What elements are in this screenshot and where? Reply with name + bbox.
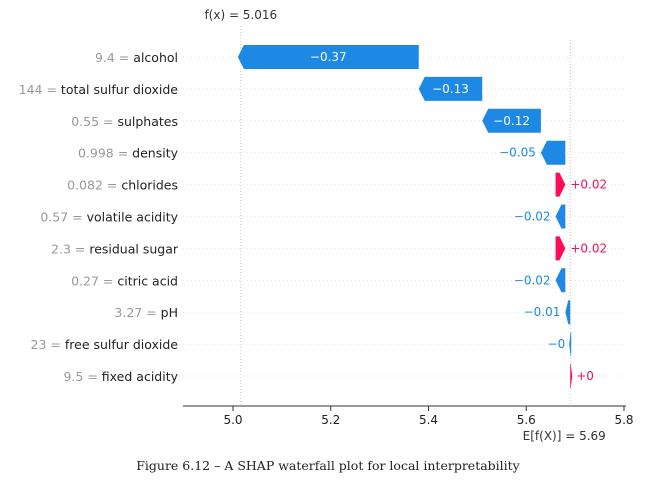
- feature-name: free sulfur dioxide: [65, 337, 178, 352]
- feature-value: 0.27 =: [71, 273, 117, 288]
- feature-label: 23 = free sulfur dioxide: [31, 337, 179, 352]
- bar-sulphates: [482, 108, 541, 133]
- expected-value-label: E[f(X)] = 5.69: [523, 429, 606, 443]
- feature-name: volatile acidity: [87, 210, 179, 225]
- feature-value: 3.27 =: [114, 305, 160, 320]
- x-tick-label: 5.0: [223, 413, 242, 427]
- feature-name: sulphates: [117, 114, 178, 129]
- feature-label: 0.082 = chlorides: [67, 178, 178, 193]
- feature-value: 144 =: [19, 82, 61, 97]
- bar-free-sulfur-dioxide: [569, 332, 572, 357]
- bar-density: [540, 140, 566, 165]
- contrib-label: −0.02: [514, 210, 551, 224]
- bar-total-sulfur-dioxide: [418, 76, 483, 101]
- feature-name: density: [132, 146, 178, 161]
- feature-label: 0.998 = density: [78, 146, 179, 161]
- contrib-label: −0.02: [514, 273, 551, 287]
- contrib-label: −0.37: [310, 50, 347, 64]
- bar-volatile-acidity: [555, 204, 566, 229]
- chart-svg: f(x) = 5.016 −0.37 9.4 = alcohol −0.13 144 =…: [19, 8, 634, 443]
- contrib-label: +0.02: [570, 241, 607, 255]
- x-tick-label: 5.8: [614, 413, 633, 427]
- contrib-label: −0.12: [493, 114, 530, 128]
- feature-name: residual sugar: [89, 241, 179, 256]
- contrib-label: −0.13: [432, 82, 469, 96]
- feature-name: fixed acidity: [102, 369, 179, 384]
- bar-alcohol: [237, 45, 419, 69]
- fx-label: f(x) = 5.016: [204, 8, 277, 22]
- feature-label: 144 = total sulfur dioxide: [19, 82, 179, 97]
- feature-name: alcohol: [133, 50, 178, 65]
- contrib-label: −0.05: [499, 146, 536, 160]
- feature-name: total sulfur dioxide: [61, 82, 178, 97]
- feature-value: 0.55 =: [71, 114, 117, 129]
- x-tick-label: 5.4: [419, 413, 438, 427]
- feature-value: 9.4 =: [95, 50, 133, 65]
- contrib-label: −0: [548, 337, 566, 351]
- contrib-label: −0.01: [524, 305, 561, 319]
- feature-label: 0.55 = sulphates: [71, 114, 178, 129]
- x-tick-label: 5.6: [517, 413, 536, 427]
- feature-label: 9.5 = fixed acidity: [63, 369, 178, 384]
- feature-label: 3.27 = pH: [114, 305, 178, 320]
- feature-value: 9.5 =: [63, 369, 101, 384]
- feature-value: 23 =: [31, 337, 65, 352]
- contrib-label: +0: [576, 369, 594, 383]
- feature-name: citric acid: [117, 273, 178, 288]
- bar-pH: [565, 300, 571, 325]
- figure-caption: Figure 6.12 – A SHAP waterfall plot for …: [136, 458, 520, 473]
- feature-label: 0.27 = citric acid: [71, 273, 178, 288]
- feature-value: 2.3 =: [51, 241, 89, 256]
- feature-name: chlorides: [121, 178, 178, 193]
- bar-residual-sugar: [555, 236, 566, 261]
- feature-label: 9.4 = alcohol: [95, 50, 178, 65]
- feature-name: pH: [161, 305, 178, 320]
- feature-label: 0.57 = volatile acidity: [40, 210, 178, 225]
- feature-value: 0.082 =: [67, 178, 121, 193]
- bar-chlorides: [555, 172, 566, 197]
- contrib-label: +0.02: [570, 178, 607, 192]
- feature-value: 0.57 =: [40, 210, 86, 225]
- bar-fixed-acidity: [570, 364, 573, 388]
- x-tick-label: 5.2: [321, 413, 340, 427]
- bar-citric-acid: [555, 268, 566, 293]
- feature-value: 0.998 =: [78, 146, 132, 161]
- feature-label: 2.3 = residual sugar: [51, 241, 179, 256]
